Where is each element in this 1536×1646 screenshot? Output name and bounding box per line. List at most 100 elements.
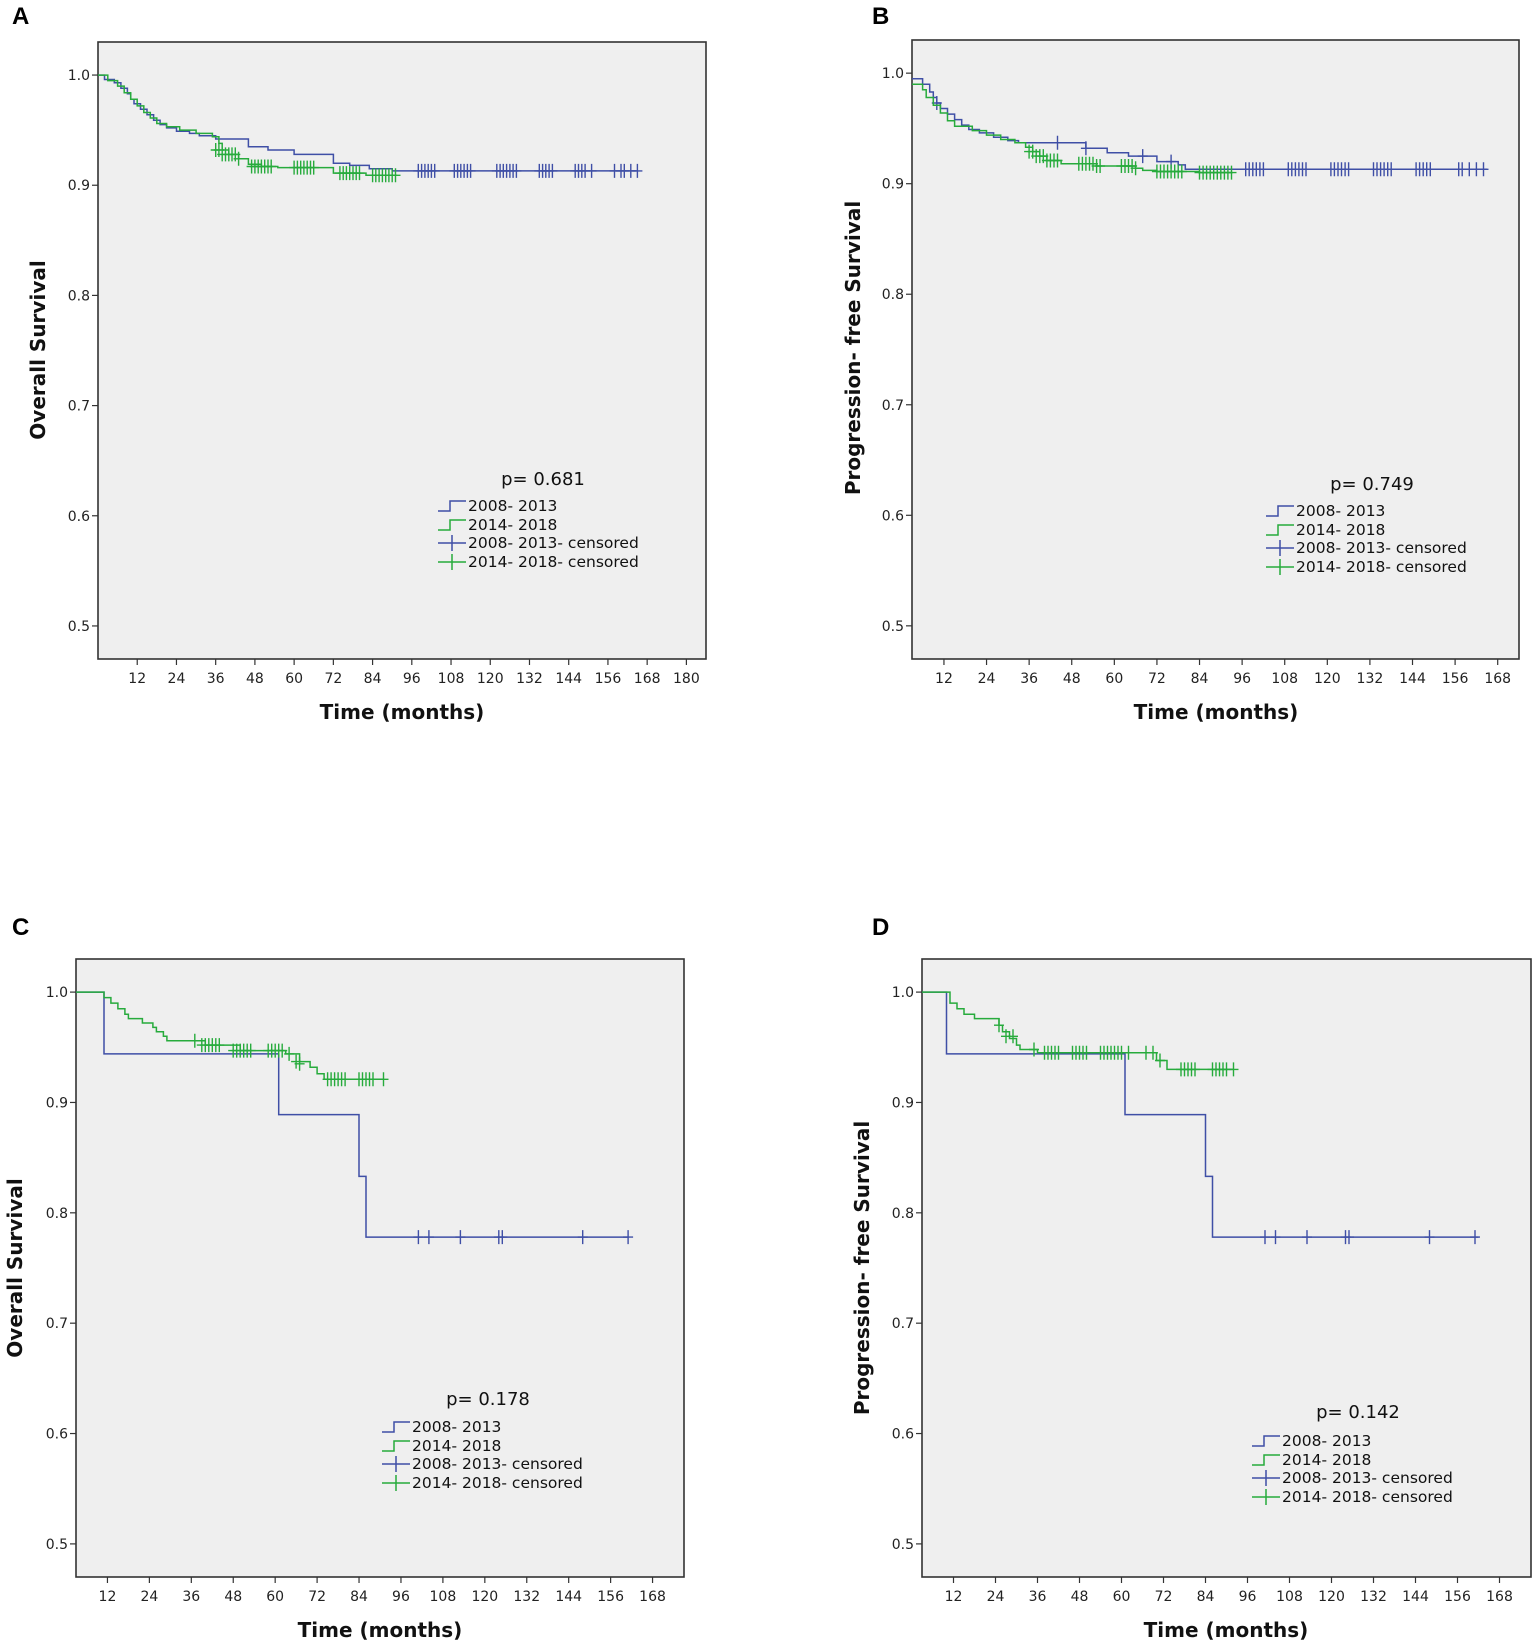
censor-mark-2008-2013 [511,163,522,178]
survival-curve-2008-2013 [922,991,1479,1238]
panel-a-y-ticks: 0.5 0.6 0.7 0.8 0.9 1.0 [68,68,98,635]
y-tick-label: 0.7 [68,399,90,415]
panel-c-p-value: p= 0.178 [446,1389,530,1410]
x-tick-label: 72 [324,671,342,687]
y-tick-label: 0.9 [68,178,90,194]
legend-step-icon [1252,1454,1280,1466]
x-tick-label: 108 [1276,1589,1303,1605]
x-tick-label: 144 [1402,1589,1429,1605]
censor-mark-2014-2018 [354,166,365,181]
x-tick-label: 24 [987,1589,1005,1605]
censor-mark-2008-2013 [1137,149,1148,164]
y-tick-label: 0.8 [68,288,90,304]
y-tick-label: 0.6 [68,509,90,525]
panel-d-legend-label-3: 2008- 2013- censored [1282,1469,1453,1487]
censor-mark-2014-2018 [1130,161,1141,176]
censor-mark-2014-2018 [368,1072,378,1087]
panel-b-legend-label-3: 2008- 2013- censored [1296,539,1467,557]
panel-c-x-ticks: 12 24 36 48 60 72 84 96 108 120 132 144 156 168 [99,1577,666,1605]
censor-mark-2008-2013 [1470,1230,1480,1245]
legend-step-icon [1266,524,1294,536]
panel-a-legend-label-2: 2014- 2018 [468,516,557,534]
censor-mark-2014-2018 [245,1043,256,1058]
legend-step-icon [382,1440,410,1452]
censor-mark-2014-2018 [1053,1045,1064,1060]
x-tick-label: 84 [364,671,382,687]
panel-d-label: D [872,914,889,941]
x-tick-label: 84 [1191,671,1209,687]
censor-mark-2008-2013 [1425,162,1436,177]
censor-mark-2008-2013 [586,163,597,178]
x-tick-label: 60 [1113,1589,1131,1605]
y-tick-label: 0.6 [892,1427,914,1443]
x-tick-label: 156 [595,671,622,687]
y-tick-label: 0.9 [882,177,904,193]
panel-b-y-axis-title: Progression- free Survival [841,201,865,495]
panel-d-plot-area [921,958,1532,1578]
panel-b-series [912,77,1489,180]
censor-mark-2008-2013 [413,1230,424,1245]
x-tick-label: 48 [224,1589,242,1605]
censor-mark-2014-2018 [189,1033,200,1048]
x-tick-label: 48 [246,671,264,687]
panel-a-x-axis-title: Time (months) [320,700,485,724]
y-tick-label: 1.0 [68,68,90,84]
panel-d-series [922,991,1480,1245]
panel-d: D 0.5 0.6 0.7 0.8 0.9 1.0 12 24 36 48 60 72 84 96 108… [850,914,1532,1642]
x-tick-label: 12 [99,1589,117,1605]
x-tick-label: 96 [1233,671,1251,687]
panel-a-legend: 2008- 2013 2014- 2018 2008- 2013- censor… [438,497,639,571]
censor-mark-2014-2018 [1190,1062,1200,1077]
censor-mark-2014-2018 [214,1038,225,1053]
x-tick-label: 96 [1239,1589,1257,1605]
y-tick-label: 0.5 [46,1537,68,1553]
y-tick-label: 0.6 [882,508,904,524]
x-tick-label: 108 [430,1589,457,1605]
y-tick-label: 0.7 [892,1316,914,1332]
censor-mark-2008-2013 [455,1230,466,1245]
panel-d-y-axis-title: Progression- free Survival [850,1121,874,1415]
censor-mark-2014-2018 [1123,1045,1134,1060]
survival-curve-2014-2018 [76,991,384,1081]
legend-step-icon [1252,1435,1280,1447]
x-tick-label: 156 [1442,671,1469,687]
censor-mark-2008-2013 [623,1230,634,1245]
x-tick-label: 48 [1063,671,1081,687]
y-tick-label: 0.8 [882,287,904,303]
panel-c-legend: 2008- 2013 2014- 2018 2008- 2013- censor… [382,1418,583,1492]
legend-step-icon [438,519,466,531]
x-tick-label: 72 [1155,1589,1173,1605]
censor-mark-2014-2018 [294,1056,305,1071]
x-tick-label: 60 [285,671,303,687]
legend-censor-icon [438,535,466,551]
survival-curve-2008-2013 [98,74,638,172]
y-tick-label: 1.0 [882,66,904,82]
censor-mark-2014-2018 [1008,1029,1018,1044]
panel-a-legend-label-4: 2014- 2018- censored [468,553,639,571]
legend-step-icon [382,1421,410,1433]
censor-mark-2014-2018 [277,1043,288,1058]
censor-mark-2008-2013 [1258,162,1269,177]
panel-b: B 0.5 0.6 0.7 0.8 0.9 1.0 12 24 36 48 60 72 84 96 108… [841,3,1520,724]
panel-b-label: B [872,3,889,30]
x-tick-label: 36 [1029,1589,1047,1605]
x-tick-label: 96 [392,1589,410,1605]
x-tick-label: 12 [128,671,146,687]
y-tick-label: 0.7 [46,1316,68,1332]
legend-censor-icon [1252,1470,1280,1486]
censor-mark-2014-2018 [1081,1045,1092,1060]
censor-mark-2008-2013 [1343,162,1354,177]
panel-d-legend-label-4: 2014- 2018- censored [1282,1488,1453,1506]
panel-d-legend-label-2: 2014- 2018 [1282,1451,1371,1469]
censor-mark-2008-2013 [1080,141,1091,156]
x-tick-label: 60 [1105,671,1123,687]
censor-mark-2008-2013 [632,163,643,178]
censor-mark-2008-2013 [497,1230,508,1245]
panel-d-p-value: p= 0.142 [1316,1402,1400,1423]
x-tick-label: 120 [477,671,504,687]
panel-a-label: A [12,3,29,30]
x-tick-label: 108 [1271,671,1298,687]
x-tick-label: 168 [639,1589,666,1605]
censor-mark-2008-2013 [1344,1230,1354,1245]
